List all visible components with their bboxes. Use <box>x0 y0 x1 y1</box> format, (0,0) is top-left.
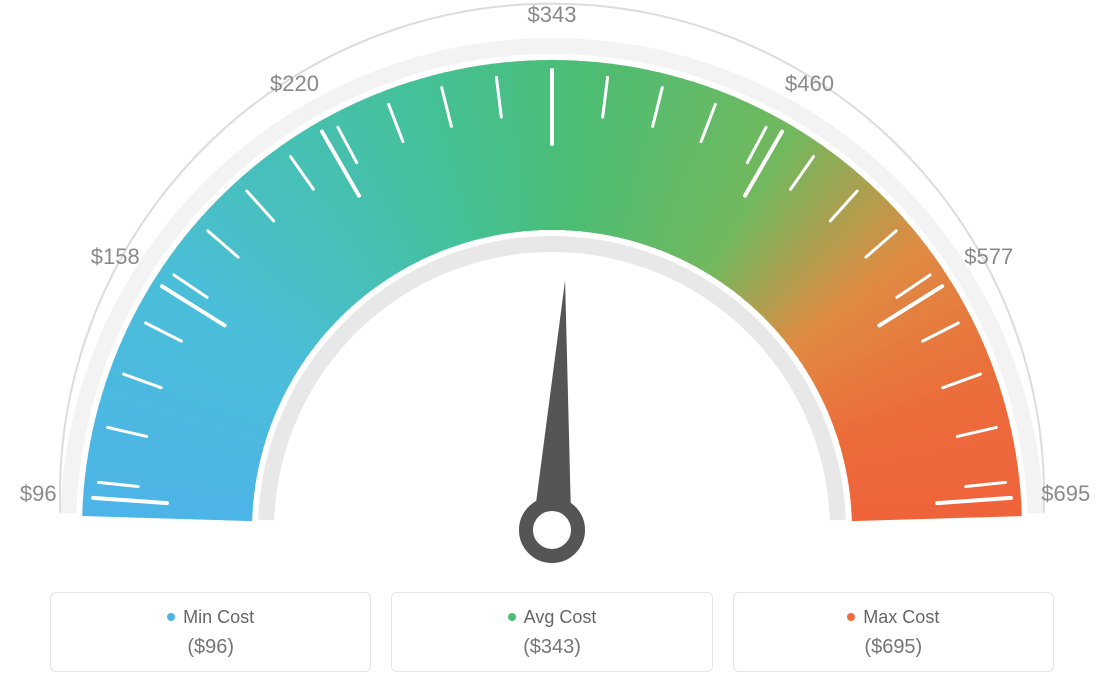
legend-min-text: Min Cost <box>183 607 254 628</box>
gauge-tick-label: $695 <box>1041 481 1090 507</box>
cost-gauge-chart: $96 $158 $220 $343 $460 $577 $695 Min Cost ($9… <box>0 0 1104 690</box>
legend-avg-text: Avg Cost <box>524 607 597 628</box>
legend-max-text: Max Cost <box>863 607 939 628</box>
dot-icon <box>847 613 855 621</box>
gauge <box>0 0 1104 580</box>
legend-avg-value: ($343) <box>392 636 711 659</box>
gauge-tick-label: $577 <box>964 244 1013 270</box>
legend-max-card: Max Cost ($695) <box>733 592 1054 672</box>
legend-avg-label: Avg Cost <box>508 607 597 628</box>
legend-min-value: ($96) <box>51 636 370 659</box>
legend-min-card: Min Cost ($96) <box>50 592 371 672</box>
gauge-tick-label: $158 <box>91 244 140 270</box>
gauge-tick-label: $460 <box>785 71 834 97</box>
legend-max-label: Max Cost <box>847 607 939 628</box>
dot-icon <box>167 613 175 621</box>
legend: Min Cost ($96) Avg Cost ($343) Max Cost … <box>0 592 1104 672</box>
gauge-tick-label: $96 <box>20 481 57 507</box>
gauge-tick-label: $220 <box>270 71 319 97</box>
legend-max-value: ($695) <box>734 636 1053 659</box>
legend-avg-card: Avg Cost ($343) <box>391 592 712 672</box>
legend-min-label: Min Cost <box>167 607 254 628</box>
dot-icon <box>508 613 516 621</box>
gauge-tick-label: $343 <box>528 2 577 28</box>
